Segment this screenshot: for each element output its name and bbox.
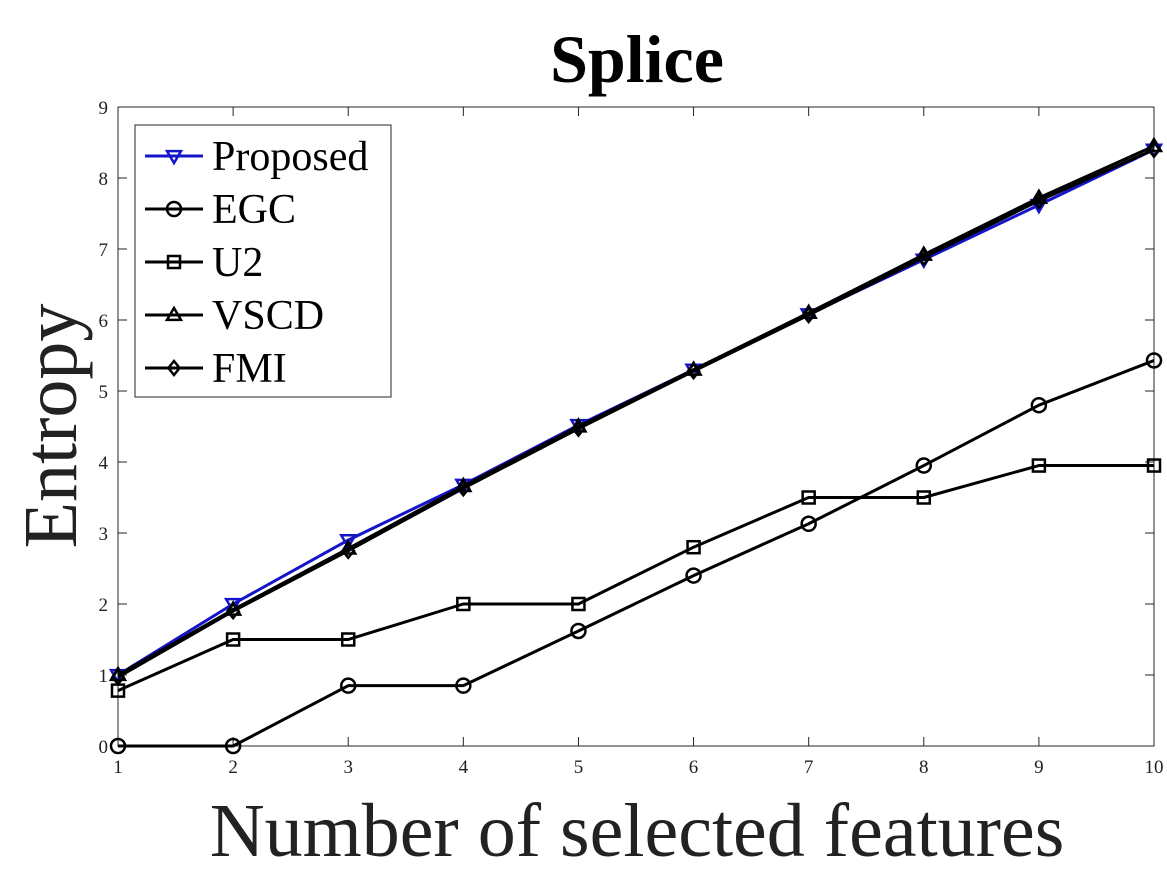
- x-tick-label: 7: [804, 757, 814, 778]
- data-point: [339, 533, 358, 550]
- legend-label: U2: [212, 240, 263, 286]
- x-tick-label: 5: [574, 757, 584, 778]
- y-tick-label: 2: [99, 595, 109, 616]
- data-point: [1030, 396, 1048, 414]
- y-tick-label: 1: [99, 666, 109, 687]
- legend-marker: [164, 149, 184, 166]
- x-axis-label: Number of selected features: [210, 789, 1065, 873]
- data-point: [801, 490, 816, 505]
- data-point: [456, 479, 471, 498]
- legend-item: U2: [145, 240, 263, 286]
- series-line: [118, 359, 1155, 748]
- y-tick-label: 8: [99, 169, 109, 190]
- data-point: [1031, 191, 1047, 210]
- data-point: [341, 541, 356, 560]
- series-line: [117, 144, 1155, 677]
- data-point: [800, 515, 817, 533]
- legend-label: EGC: [212, 187, 296, 233]
- y-tick-label: 6: [99, 311, 109, 332]
- data-point: [110, 668, 126, 687]
- data-point: [225, 602, 241, 621]
- legend-label: FMI: [212, 346, 287, 392]
- data-point: [1146, 458, 1162, 473]
- data-point: [915, 457, 933, 474]
- series-egc: [109, 352, 1163, 755]
- data-point: [1146, 140, 1162, 159]
- data-point: [686, 362, 701, 381]
- x-tick-label: 3: [343, 757, 353, 778]
- data-point: [109, 737, 127, 755]
- legend-item: VSCD: [145, 293, 324, 339]
- y-tick-label: 0: [99, 737, 109, 758]
- x-tick-label: 8: [919, 757, 929, 778]
- legend-label: Proposed: [212, 134, 368, 180]
- series-fmi: [110, 140, 1162, 687]
- x-tick-label: 6: [689, 757, 699, 778]
- x-tick-label: 9: [1034, 757, 1044, 778]
- y-tick-label: 3: [99, 524, 109, 545]
- data-point: [224, 737, 242, 755]
- legend-item: FMI: [145, 346, 287, 392]
- series-u2: [110, 458, 1162, 698]
- data-point: [455, 677, 472, 694]
- y-tick-label: 7: [99, 240, 109, 261]
- legend-marker: [166, 358, 182, 378]
- data-point: [685, 567, 702, 584]
- data-point: [456, 596, 471, 612]
- data-point: [571, 596, 586, 612]
- data-point: [223, 597, 243, 614]
- data-point: [225, 632, 241, 647]
- data-point: [801, 306, 816, 325]
- data-point: [571, 419, 586, 438]
- legend-marker: [165, 200, 183, 218]
- data-point: [916, 490, 932, 505]
- legend-marker: [164, 305, 184, 322]
- y-tick-label: 5: [99, 382, 109, 403]
- data-point: [916, 248, 931, 267]
- series-line: [117, 464, 1154, 692]
- y-tick-label: 9: [99, 98, 109, 119]
- x-tick-label: 1: [113, 757, 123, 778]
- series-line: [117, 148, 1155, 679]
- data-point: [1145, 352, 1163, 369]
- legend-item: EGC: [145, 187, 296, 233]
- x-tick-label: 4: [459, 757, 469, 778]
- y-axis-label: Entropy: [9, 304, 93, 549]
- chart-title: Splice: [550, 21, 724, 97]
- legend-label: VSCD: [212, 293, 324, 339]
- series-layer: [108, 136, 1164, 755]
- data-point: [686, 539, 701, 555]
- data-point: [570, 622, 587, 640]
- data-point: [340, 632, 356, 647]
- legend-marker: [166, 254, 182, 270]
- legend: Proposed EGC U2 VSCD FMI: [134, 124, 392, 398]
- x-tick-label: 10: [1145, 757, 1164, 778]
- y-tick-label: 4: [99, 453, 109, 474]
- x-tick-label: 2: [228, 757, 238, 778]
- data-point: [1031, 458, 1047, 473]
- legend-item: Proposed: [145, 134, 368, 180]
- data-point: [339, 677, 357, 694]
